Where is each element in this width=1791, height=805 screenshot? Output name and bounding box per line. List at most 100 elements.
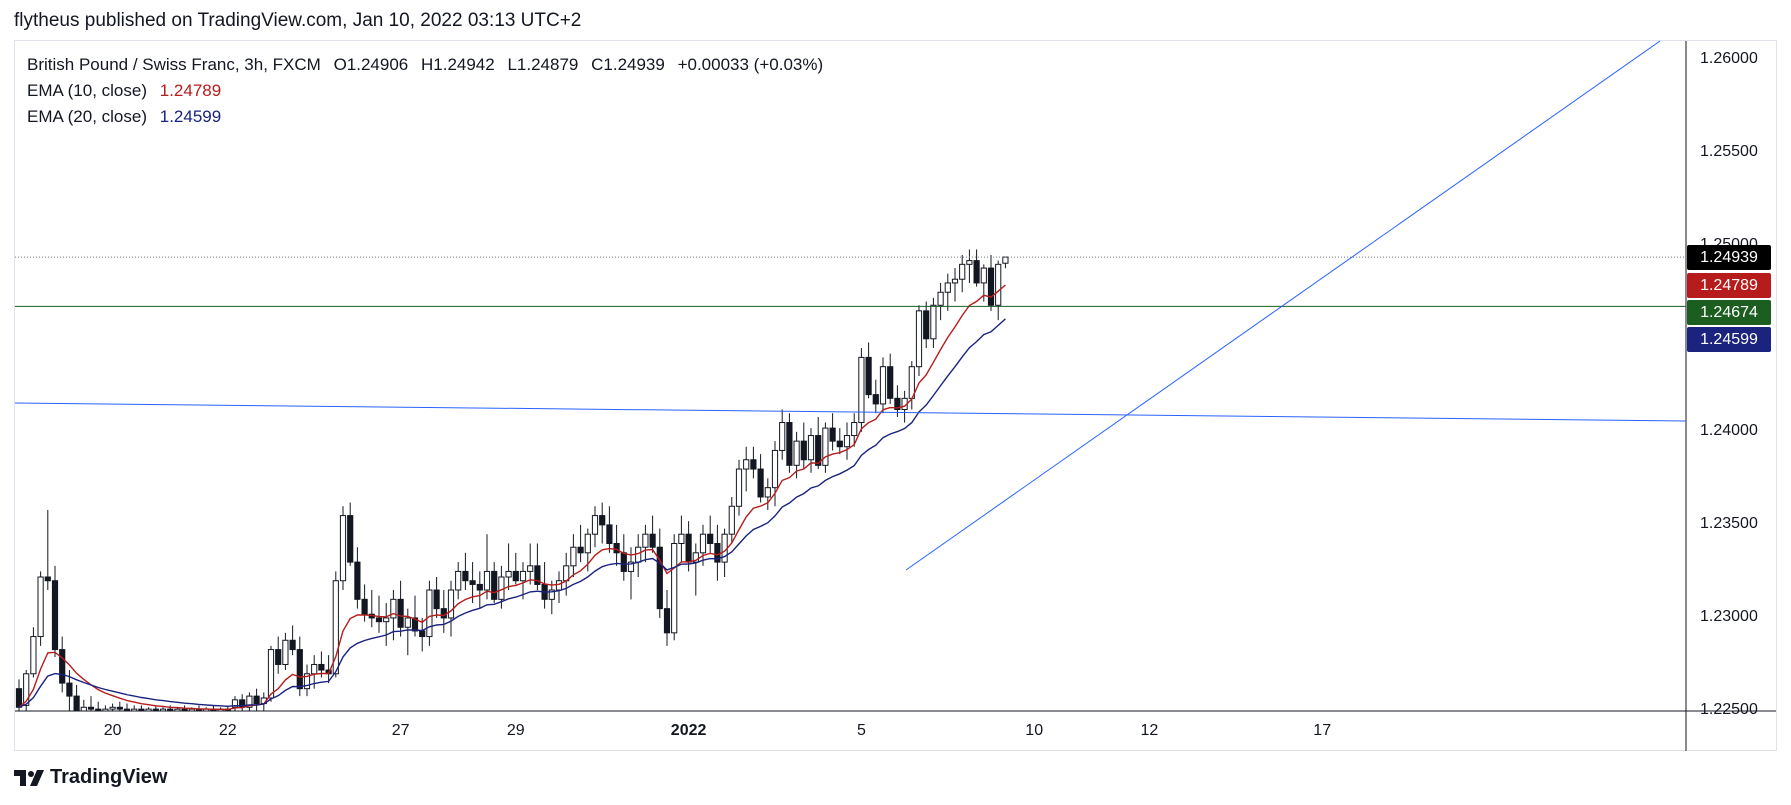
candle-body xyxy=(944,282,951,293)
candle xyxy=(548,580,555,615)
candle xyxy=(743,446,750,492)
candle-body xyxy=(145,708,152,711)
tradingview-brand[interactable]: TradingView xyxy=(14,766,167,789)
candle-body xyxy=(707,533,714,545)
candle xyxy=(303,664,311,697)
y-tick-label: 1.24000 xyxy=(1700,421,1758,439)
candle xyxy=(433,577,440,618)
candle-body xyxy=(973,260,980,284)
candle xyxy=(361,584,368,622)
candle xyxy=(512,552,519,585)
candle xyxy=(131,705,138,711)
legend-ema10-label: EMA (10, close) xyxy=(27,81,147,100)
candle xyxy=(930,297,937,349)
candle xyxy=(750,446,757,479)
legend-symbol: British Pound / Swiss Franc, 3h, FXCM xyxy=(27,55,321,74)
candle-body xyxy=(15,688,23,708)
candle-body xyxy=(375,617,383,623)
candle-body xyxy=(73,695,80,711)
legend-open: 1.24906 xyxy=(346,55,409,74)
candle xyxy=(678,515,685,563)
candle-body xyxy=(303,673,311,690)
candle xyxy=(397,580,404,637)
candle-body xyxy=(548,589,555,600)
candle-body xyxy=(671,543,678,634)
candle-body xyxy=(966,260,973,265)
legend-ema20-value: 1.24599 xyxy=(159,107,222,126)
candle xyxy=(152,705,159,711)
candle xyxy=(606,506,613,553)
candle-body xyxy=(786,422,793,466)
candle-body xyxy=(627,561,635,572)
candle xyxy=(915,305,923,376)
candle-body xyxy=(80,706,87,711)
candle-body xyxy=(267,649,275,699)
candle xyxy=(282,632,289,671)
legend-symbol-row: British Pound / Swiss Franc, 3h, FXCM O1… xyxy=(27,55,823,75)
candle-body xyxy=(800,440,807,461)
candle xyxy=(462,552,469,591)
candle xyxy=(138,705,145,711)
candle xyxy=(368,590,375,628)
legend-ema20-row[interactable]: EMA (20, close) 1.24599 xyxy=(27,107,221,127)
candle-body xyxy=(347,515,354,563)
candle xyxy=(87,696,95,711)
candle xyxy=(757,454,764,503)
candle-body xyxy=(750,459,757,470)
candle xyxy=(620,534,627,581)
candle xyxy=(858,348,865,432)
candle xyxy=(937,282,944,321)
legend-high: 1.24942 xyxy=(433,55,495,74)
tradingview-logo-icon xyxy=(14,769,44,786)
candle xyxy=(95,701,102,711)
candle xyxy=(966,249,973,283)
candle xyxy=(527,543,534,585)
candle-body xyxy=(87,706,95,710)
candle xyxy=(332,571,339,678)
candle-body xyxy=(836,440,843,448)
candle xyxy=(73,684,80,711)
candle xyxy=(289,625,296,656)
trendline-ascending xyxy=(905,40,1661,571)
candle-body xyxy=(275,649,282,665)
candle-body xyxy=(951,278,959,284)
candle-body xyxy=(793,440,800,466)
candle xyxy=(944,273,951,311)
candle-body xyxy=(311,663,318,675)
candle-body xyxy=(102,708,109,711)
candle-body xyxy=(246,695,253,708)
price-tag-horizontal-line: 1.24674 xyxy=(1687,299,1771,325)
candle-body xyxy=(95,708,102,711)
candle xyxy=(887,353,894,404)
candle xyxy=(37,571,44,646)
candle xyxy=(699,524,707,566)
candle xyxy=(577,524,584,563)
candle-body xyxy=(138,708,145,711)
candle-body xyxy=(519,570,527,582)
candle-body xyxy=(167,708,174,711)
candle-body xyxy=(116,706,123,710)
candle-body xyxy=(469,580,476,585)
candle-body xyxy=(743,459,750,470)
candle-body xyxy=(678,533,685,545)
y-tick-label: 1.25500 xyxy=(1700,142,1758,160)
candle xyxy=(642,524,649,563)
candle-body xyxy=(584,533,591,554)
candle xyxy=(246,692,253,711)
legend-ema10-row[interactable]: EMA (10, close) 1.24789 xyxy=(27,81,221,101)
y-tick-label: 1.22500 xyxy=(1700,701,1758,718)
candle-body xyxy=(476,583,483,591)
candle xyxy=(570,534,577,577)
x-tick-label: 12 xyxy=(1140,722,1159,739)
candle-body xyxy=(779,422,786,451)
candle-body xyxy=(411,617,419,632)
candle-body xyxy=(829,427,836,442)
candle-body xyxy=(656,546,663,610)
candle xyxy=(59,636,66,693)
candle xyxy=(426,580,433,646)
candle xyxy=(375,595,383,633)
candle xyxy=(181,705,188,711)
candle-body xyxy=(915,310,923,368)
candle xyxy=(239,694,246,711)
